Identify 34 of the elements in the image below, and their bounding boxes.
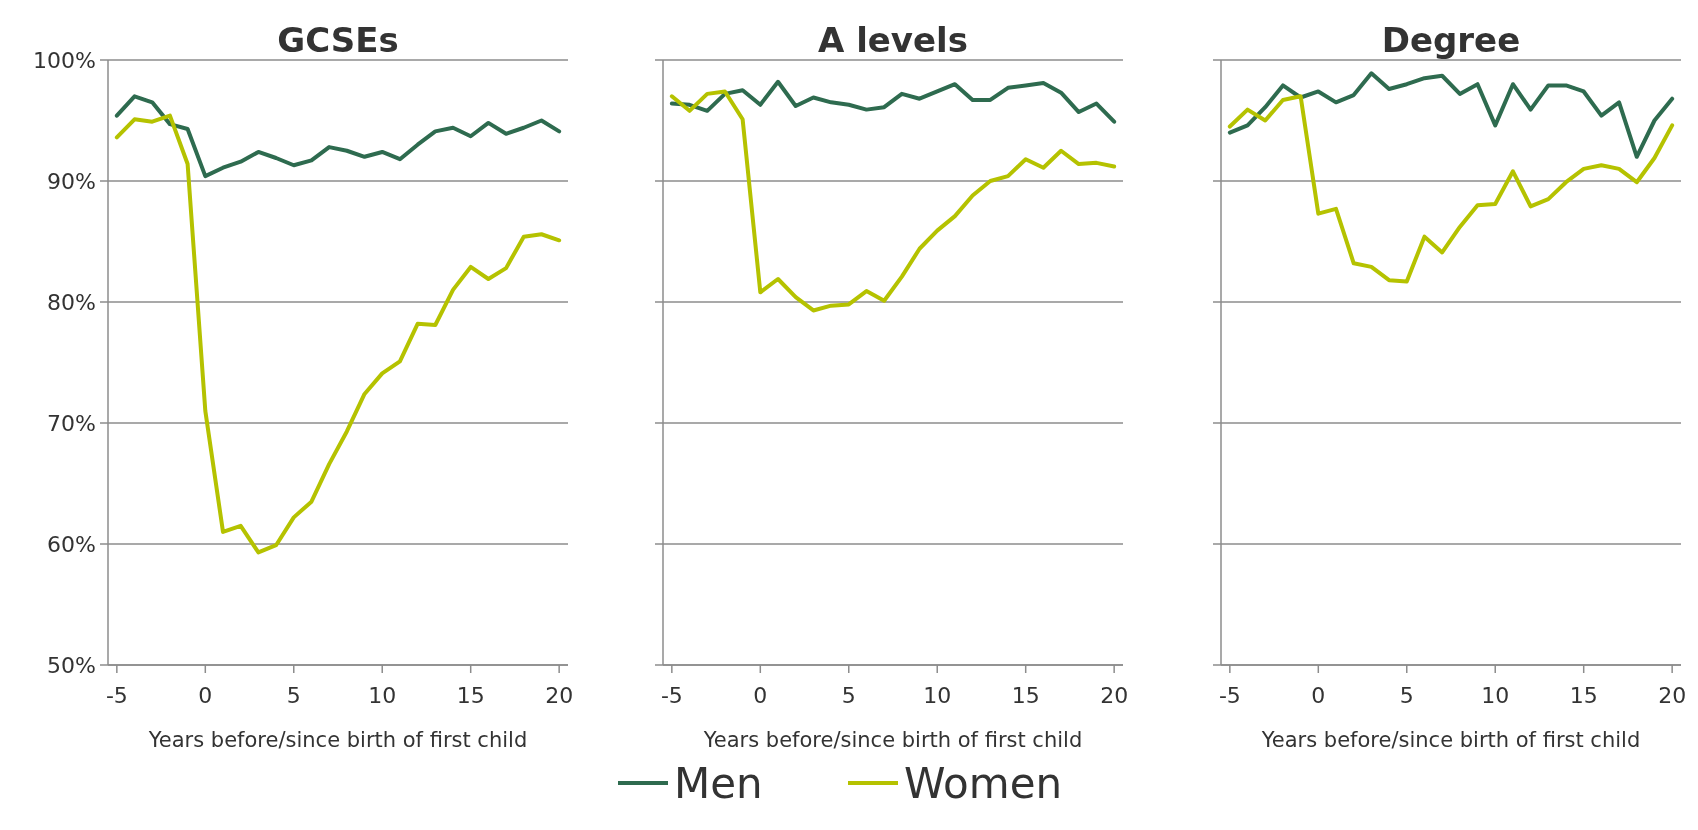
x-tick-label: 0 — [198, 683, 213, 708]
y-tick-label: 50% — [47, 652, 96, 678]
y-tick-label: 80% — [47, 289, 96, 315]
x-tick-label: 20 — [1100, 683, 1129, 708]
legend-label: Women — [904, 758, 1063, 808]
x-tick-label: -5 — [105, 683, 128, 708]
chart-title: GCSEs — [277, 20, 399, 60]
x-tick-label: -5 — [660, 683, 683, 708]
x-tick-label: 20 — [545, 683, 574, 708]
x-axis-title: Years before/since birth of first child — [702, 728, 1083, 752]
x-tick-label: 10 — [368, 683, 397, 708]
y-tick-label: 100% — [33, 47, 96, 73]
line-series — [114, 113, 562, 555]
x-tick-label: 5 — [841, 683, 856, 708]
x-tick-label: 0 — [1311, 683, 1326, 708]
x-tick-label: 10 — [923, 683, 952, 708]
x-axis-title: Years before/since birth of first child — [1260, 728, 1641, 752]
x-tick-label: 15 — [456, 683, 485, 708]
x-tick-label: 15 — [1569, 683, 1598, 708]
y-tick-label: 90% — [47, 168, 96, 194]
chart-title: A levels — [818, 20, 968, 60]
x-axis-title: Years before/since birth of first child — [147, 728, 528, 752]
x-tick-label: 5 — [286, 683, 301, 708]
y-tick-label: 70% — [47, 410, 96, 436]
x-tick-label: -5 — [1218, 683, 1241, 708]
legend-label: Men — [674, 758, 763, 808]
x-tick-label: 10 — [1481, 683, 1510, 708]
x-tick-label: 15 — [1011, 683, 1040, 708]
y-tick-label: 60% — [47, 531, 96, 557]
x-tick-label: 0 — [753, 683, 768, 708]
x-tick-label: 20 — [1658, 683, 1687, 708]
line-series — [114, 94, 562, 179]
x-tick-label: 5 — [1399, 683, 1414, 708]
chart-title: Degree — [1381, 20, 1521, 60]
